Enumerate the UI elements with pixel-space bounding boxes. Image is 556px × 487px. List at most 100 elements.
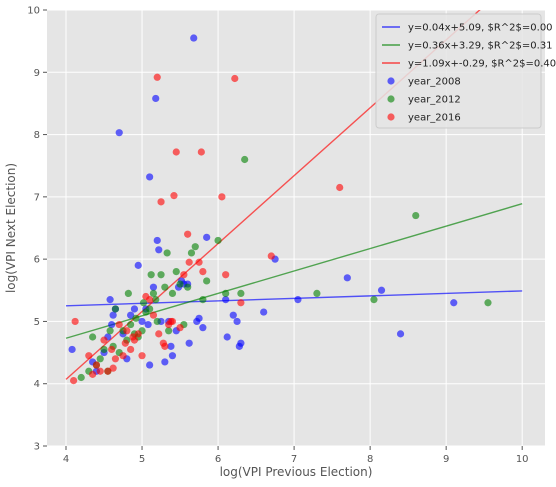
legend: y=0.04x+5.09, $R^2$=0.00 y=0.36x+3.29, $R… bbox=[376, 14, 556, 128]
data-point-year_2016 bbox=[110, 365, 117, 372]
data-point-year_2016 bbox=[93, 361, 100, 368]
data-point-year_2016 bbox=[184, 231, 191, 238]
data-point-year_2012 bbox=[146, 305, 153, 312]
data-point-year_2008 bbox=[169, 352, 176, 359]
data-point-year_2016 bbox=[112, 355, 119, 362]
data-point-year_2016 bbox=[135, 330, 142, 337]
data-point-year_2012 bbox=[484, 299, 491, 306]
data-point-year_2012 bbox=[176, 280, 183, 287]
data-point-year_2016 bbox=[231, 75, 238, 82]
data-point-year_2008 bbox=[222, 296, 229, 303]
y-tick-label: 7 bbox=[34, 192, 40, 203]
data-point-year_2016 bbox=[154, 74, 161, 81]
data-point-year_2012 bbox=[97, 355, 104, 362]
data-point-year_2008 bbox=[154, 237, 161, 244]
data-point-year_2016 bbox=[198, 148, 205, 155]
data-point-year_2016 bbox=[146, 296, 153, 303]
data-point-year_2012 bbox=[169, 290, 176, 297]
data-point-year_2008 bbox=[110, 312, 117, 319]
data-point-year_2012 bbox=[78, 374, 85, 381]
legend-label: y=0.04x+5.09, $R^2$=0.00 bbox=[408, 23, 553, 34]
data-point-year_2008 bbox=[135, 262, 142, 269]
data-point-year_2008 bbox=[260, 308, 267, 315]
data-point-year_2008 bbox=[155, 246, 162, 253]
data-point-year_2012 bbox=[132, 315, 139, 322]
data-point-year_2012 bbox=[370, 296, 377, 303]
data-point-year_2012 bbox=[157, 271, 164, 278]
data-point-year_2016 bbox=[119, 352, 126, 359]
data-point-year_2016 bbox=[195, 259, 202, 266]
x-tick-label: 6 bbox=[215, 454, 221, 465]
y-tick-label: 10 bbox=[27, 6, 40, 17]
data-point-year_2008 bbox=[138, 318, 145, 325]
data-point-year_2012 bbox=[222, 290, 229, 297]
data-point-year_2016 bbox=[131, 337, 138, 344]
x-tick-label: 5 bbox=[139, 454, 145, 465]
data-point-year_2016 bbox=[155, 330, 162, 337]
data-point-year_2008 bbox=[190, 34, 197, 41]
data-point-year_2012 bbox=[112, 305, 119, 312]
legend-label: year_2012 bbox=[408, 95, 461, 106]
data-point-year_2016 bbox=[138, 352, 145, 359]
x-tick-label: 7 bbox=[291, 454, 297, 465]
data-point-year_2008 bbox=[344, 274, 351, 281]
data-point-year_2008 bbox=[145, 321, 152, 328]
y-tick-label: 8 bbox=[34, 130, 40, 141]
data-point-year_2016 bbox=[108, 346, 115, 353]
data-point-year_2012 bbox=[412, 212, 419, 219]
data-point-year_2012 bbox=[164, 249, 171, 256]
y-tick-label: 9 bbox=[34, 68, 40, 79]
data-point-year_2012 bbox=[127, 321, 134, 328]
data-point-year_2016 bbox=[173, 148, 180, 155]
x-tick-label: 4 bbox=[63, 454, 69, 465]
data-point-year_2012 bbox=[188, 249, 195, 256]
data-point-year_2016 bbox=[186, 259, 193, 266]
data-point-year_2008 bbox=[186, 340, 193, 347]
data-point-year_2012 bbox=[161, 284, 168, 291]
x-tick-label: 8 bbox=[367, 454, 373, 465]
data-point-year_2008 bbox=[203, 234, 210, 241]
data-point-year_2012 bbox=[203, 277, 210, 284]
data-point-year_2008 bbox=[237, 340, 244, 347]
data-point-year_2012 bbox=[192, 243, 199, 250]
data-point-year_2016 bbox=[72, 318, 79, 325]
data-point-year_2016 bbox=[70, 377, 77, 384]
data-point-year_2016 bbox=[116, 321, 123, 328]
data-point-year_2016 bbox=[180, 271, 187, 278]
x-axis: 4 5 6 7 8 9 10 bbox=[63, 446, 529, 465]
data-point-year_2016 bbox=[237, 299, 244, 306]
data-point-year_2008 bbox=[397, 330, 404, 337]
data-point-year_2012 bbox=[107, 327, 114, 334]
data-point-year_2008 bbox=[107, 296, 114, 303]
data-point-year_2012 bbox=[154, 318, 161, 325]
data-point-year_2016 bbox=[127, 346, 134, 353]
data-point-year_2008 bbox=[108, 321, 115, 328]
x-axis-title: log(VPI Previous Election) bbox=[220, 465, 373, 479]
data-point-year_2008 bbox=[68, 346, 75, 353]
data-point-year_2012 bbox=[89, 333, 96, 340]
legend-label: year_2016 bbox=[408, 113, 461, 124]
data-point-year_2016 bbox=[222, 271, 229, 278]
legend-label: y=0.36x+3.29, $R^2$=0.31 bbox=[408, 41, 553, 52]
data-point-year_2008 bbox=[378, 287, 385, 294]
data-point-year_2008 bbox=[146, 173, 153, 180]
data-point-year_2016 bbox=[89, 371, 96, 378]
data-point-year_2008 bbox=[294, 296, 301, 303]
data-point-year_2008 bbox=[152, 95, 159, 102]
data-point-year_2016 bbox=[97, 368, 104, 375]
data-point-year_2012 bbox=[241, 156, 248, 163]
data-point-year_2008 bbox=[161, 358, 168, 365]
data-point-year_2012 bbox=[173, 268, 180, 275]
data-point-year_2008 bbox=[450, 299, 457, 306]
data-point-year_2016 bbox=[169, 318, 176, 325]
legend-label: year_2008 bbox=[408, 77, 461, 88]
data-point-year_2016 bbox=[176, 324, 183, 331]
legend-marker-swatch bbox=[387, 113, 394, 120]
data-point-year_2008 bbox=[195, 315, 202, 322]
data-point-year_2016 bbox=[199, 268, 206, 275]
data-point-year_2012 bbox=[100, 346, 107, 353]
data-point-year_2012 bbox=[214, 237, 221, 244]
data-point-year_2008 bbox=[224, 333, 231, 340]
y-axis: 3 4 5 6 7 8 9 10 bbox=[27, 6, 47, 453]
